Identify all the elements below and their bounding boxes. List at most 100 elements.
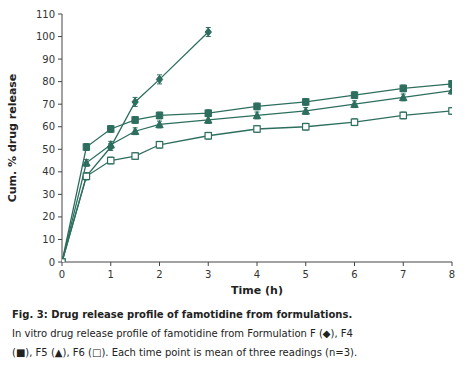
series <box>62 28 211 262</box>
series <box>62 108 452 262</box>
x-tick <box>354 262 355 266</box>
x-tick-label: 1 <box>108 269 114 280</box>
y-tick <box>58 216 62 217</box>
error-bar <box>206 132 211 139</box>
data-point <box>400 93 407 100</box>
x-tick <box>208 262 209 266</box>
data-point <box>351 119 357 125</box>
error-bar <box>352 119 357 126</box>
y-tick-label: 10 <box>42 234 55 245</box>
data-point <box>62 258 65 262</box>
data-point <box>156 142 162 148</box>
error-bar <box>303 123 308 130</box>
y-tick <box>58 194 62 195</box>
caption: Fig. 3: Drug release profile of famotidi… <box>12 309 352 320</box>
y-tick-label: 30 <box>42 189 55 200</box>
x-tick-label: 7 <box>400 269 406 280</box>
data-point <box>254 126 260 132</box>
y-tick-label: 70 <box>42 99 55 110</box>
data-point <box>107 141 114 148</box>
y-tick-label: 80 <box>42 76 55 87</box>
data-point <box>132 117 138 123</box>
data-point <box>83 159 90 166</box>
data-point <box>302 107 309 114</box>
error-bar <box>157 75 162 84</box>
y-tick <box>58 262 62 263</box>
data-point <box>83 173 89 179</box>
error-bar <box>133 97 138 106</box>
y-tick <box>58 149 62 150</box>
data-point <box>62 259 65 262</box>
data-point <box>156 120 163 127</box>
x-tick-label: 6 <box>351 269 357 280</box>
series-line <box>62 84 452 262</box>
data-point <box>254 103 260 109</box>
series-line <box>62 32 208 262</box>
error-bar <box>450 108 453 115</box>
data-point <box>205 116 212 123</box>
x-tick-label: 3 <box>205 269 211 280</box>
x-tick-label: 0 <box>59 269 65 280</box>
y-tick <box>58 171 62 172</box>
error-bar <box>401 112 406 119</box>
data-point <box>449 108 452 114</box>
error-bar <box>108 126 113 133</box>
data-point <box>83 172 89 180</box>
y-axis-label: Cum. % drug release <box>6 74 19 203</box>
data-point <box>62 259 65 262</box>
error-bar <box>84 173 89 180</box>
caption: In vitro drug release profile of famotid… <box>12 328 353 339</box>
series <box>62 87 452 262</box>
series <box>62 81 452 262</box>
data-point <box>205 28 211 36</box>
data-point <box>108 126 114 132</box>
data-point <box>303 124 309 130</box>
x-tick-label: 5 <box>303 269 309 280</box>
error-bar <box>133 153 138 160</box>
y-tick <box>58 81 62 82</box>
chart-container: 0102030405060708090100110012345678Time (… <box>0 0 467 376</box>
y-tick-label: 110 <box>36 9 55 20</box>
error-bar <box>303 99 308 106</box>
error-bar <box>84 173 89 180</box>
y-axis-line <box>62 14 63 262</box>
data-point <box>253 111 260 118</box>
y-tick-label: 20 <box>42 211 55 222</box>
x-axis: 012345678 <box>59 262 455 280</box>
data-point <box>156 112 162 118</box>
data-point <box>449 81 452 87</box>
data-point <box>132 153 138 159</box>
y-tick-label: 60 <box>42 121 55 132</box>
error-bar <box>401 85 406 92</box>
series-line <box>62 111 452 262</box>
error-bar <box>255 103 260 110</box>
x-tick <box>257 262 258 266</box>
data-point <box>131 127 138 134</box>
error-bar <box>206 28 211 37</box>
y-tick-label: 90 <box>42 54 55 65</box>
y-tick-label: 0 <box>49 257 55 268</box>
x-tick <box>452 262 453 266</box>
x-tick <box>159 262 160 266</box>
y-tick <box>58 239 62 240</box>
data-point <box>132 98 138 106</box>
error-bar <box>352 92 357 99</box>
chart-svg: 0102030405060708090100110012345678Time (… <box>0 0 467 376</box>
y-tick <box>58 36 62 37</box>
x-tick <box>62 262 63 266</box>
x-tick <box>403 262 404 266</box>
x-tick-label: 8 <box>449 269 455 280</box>
y-tick <box>58 126 62 127</box>
caption: (■), F5 (▲), F6 (□). Each time point is … <box>12 347 357 358</box>
series-line <box>62 91 452 262</box>
data-point <box>108 157 114 163</box>
y-axis: 0102030405060708090100110 <box>36 9 62 268</box>
x-tick <box>305 262 306 266</box>
data-point <box>351 92 357 98</box>
data-point <box>83 144 89 150</box>
x-tick-label: 4 <box>254 269 260 280</box>
y-tick-label: 100 <box>36 31 55 42</box>
error-bar <box>108 157 113 164</box>
data-point <box>62 258 66 262</box>
error-bar <box>157 112 162 119</box>
